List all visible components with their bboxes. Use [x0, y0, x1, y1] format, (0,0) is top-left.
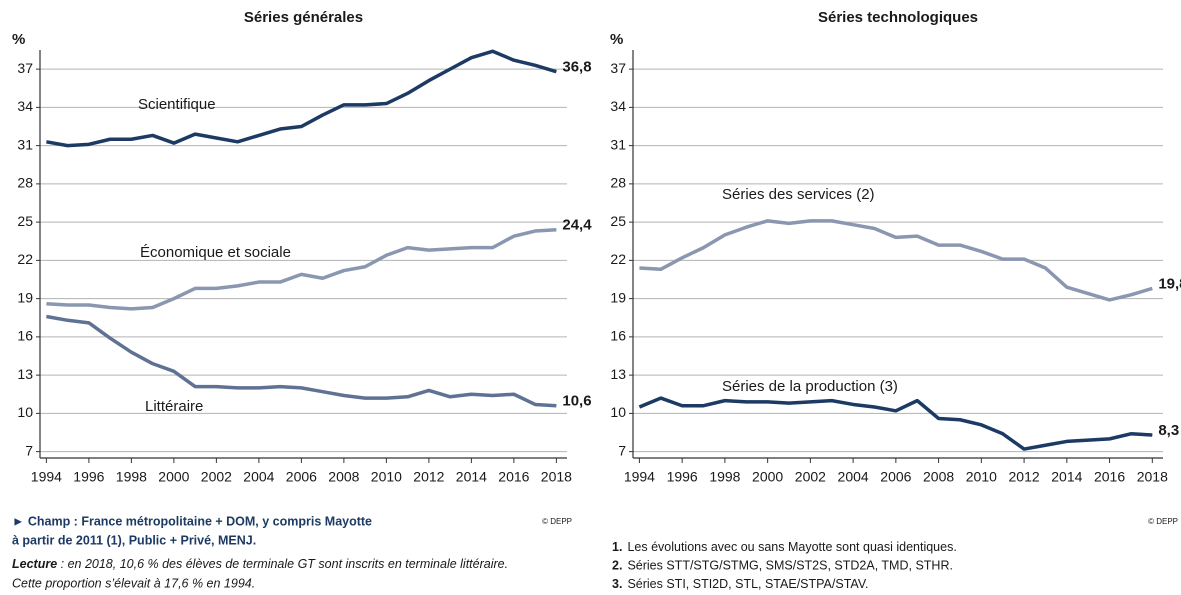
y-tick-label: 25 [610, 213, 626, 229]
footnote-number: 3. [612, 577, 622, 591]
data-label: 36,8 [562, 59, 591, 76]
x-tick-label: 2012 [413, 469, 444, 485]
series-label: Scientifique [138, 96, 216, 113]
series-line [46, 228, 557, 311]
x-tick-label: 2006 [880, 469, 911, 485]
y-tick-label: 28 [17, 175, 33, 191]
series-label: Séries des services (2) [722, 186, 875, 203]
y-tick-label: 7 [618, 442, 626, 458]
x-tick-label: 2016 [1094, 469, 1125, 485]
y-tick-label: 37 [610, 60, 626, 76]
x-tick-label: 2000 [158, 469, 189, 485]
series-line [46, 49, 557, 148]
x-tick-label: 2008 [923, 469, 954, 485]
reading-note: Cette proportion s’élevait à 17,6 % en 1… [12, 576, 255, 590]
y-tick-label: 22 [610, 251, 626, 267]
series-label: Économique et sociale [140, 244, 291, 261]
x-tick-label: 2018 [541, 469, 572, 485]
footnote: 1. Les évolutions avec ou sans Mayotte so… [612, 540, 957, 554]
data-label: 10,6 [562, 393, 591, 410]
series-line [46, 314, 557, 408]
x-tick-label: 1998 [116, 469, 147, 485]
footnote-number: 1. [612, 540, 622, 554]
data-label: 24,4 [562, 217, 592, 234]
data-label: 8,3 [1158, 422, 1179, 439]
series-line [638, 396, 1153, 451]
footnote: 2. Séries STT/STG/STMG, SMS/ST2S, STD2A, … [612, 559, 953, 573]
footnote: 3. Séries STI, STI2D, STL, STAE/STPA/STAV… [612, 577, 868, 591]
y-tick-label: 31 [610, 136, 626, 152]
y-tick-label: 25 [17, 213, 33, 229]
y-tick-label: 19 [610, 289, 626, 305]
x-tick-label: 2006 [286, 469, 317, 485]
y-tick-label: 19 [17, 289, 33, 305]
reading-text: : en 2018, 10,6 % des élèves de terminal… [57, 557, 508, 571]
x-tick-label: 1996 [73, 469, 104, 485]
x-tick-label: 2014 [1051, 469, 1082, 485]
x-tick-label: 2010 [371, 469, 402, 485]
x-tick-label: 1998 [709, 469, 740, 485]
x-tick-label: 2016 [498, 469, 529, 485]
x-tick-label: 2002 [201, 469, 232, 485]
y-axis-label: % [610, 31, 623, 48]
scope-note: ► Champ : France métropolitaine + DOM, y… [12, 514, 372, 528]
y-tick-label: 7 [25, 442, 33, 458]
y-tick-label: 16 [17, 328, 33, 344]
series-label: Séries de la production (3) [722, 378, 898, 395]
footnote-text: Les évolutions avec ou sans Mayotte sont… [627, 540, 956, 554]
y-tick-label: 16 [610, 328, 626, 344]
y-tick-label: 13 [17, 366, 33, 382]
chart-title: Séries générales [244, 9, 363, 26]
x-tick-label: 2014 [456, 469, 487, 485]
series-label: Littéraire [145, 398, 203, 415]
source: © DEPP [542, 517, 572, 526]
footnote-text: Séries STI, STI2D, STL, STAE/STPA/STAV. [627, 577, 868, 591]
x-tick-label: 2010 [966, 469, 997, 485]
y-tick-label: 22 [17, 251, 33, 267]
data-label: 19,8 [1158, 275, 1181, 292]
footnote-text: Séries STT/STG/STMG, SMS/ST2S, STD2A, TM… [627, 559, 953, 573]
footnote-number: 2. [612, 559, 622, 573]
x-tick-label: 1996 [667, 469, 698, 485]
reading-label: Lecture [12, 557, 57, 571]
y-tick-label: 10 [17, 404, 33, 420]
x-tick-label: 2000 [752, 469, 783, 485]
x-tick-label: 1994 [31, 469, 62, 485]
x-tick-label: 2004 [838, 469, 869, 485]
y-tick-label: 13 [610, 366, 626, 382]
x-tick-label: 2008 [328, 469, 359, 485]
y-axis-label: % [12, 31, 25, 48]
reading-note: Lecture : en 2018, 10,6 % des élèves de … [12, 557, 508, 571]
x-tick-label: 2004 [243, 469, 274, 485]
x-tick-label: 2002 [795, 469, 826, 485]
source: © DEPP [1148, 517, 1178, 526]
y-tick-label: 28 [610, 175, 626, 191]
scope-note: à partir de 2011 (1), Public + Privé, ME… [12, 533, 256, 547]
x-tick-label: 1994 [624, 469, 655, 485]
y-tick-label: 10 [610, 404, 626, 420]
series-line [639, 219, 1153, 302]
y-tick-label: 31 [17, 136, 33, 152]
y-tick-label: 37 [17, 60, 33, 76]
x-tick-label: 2012 [1009, 469, 1040, 485]
y-tick-label: 34 [17, 98, 33, 114]
x-tick-label: 2018 [1137, 469, 1168, 485]
y-tick-label: 34 [610, 98, 626, 114]
chart-title: Séries technologiques [818, 9, 978, 26]
